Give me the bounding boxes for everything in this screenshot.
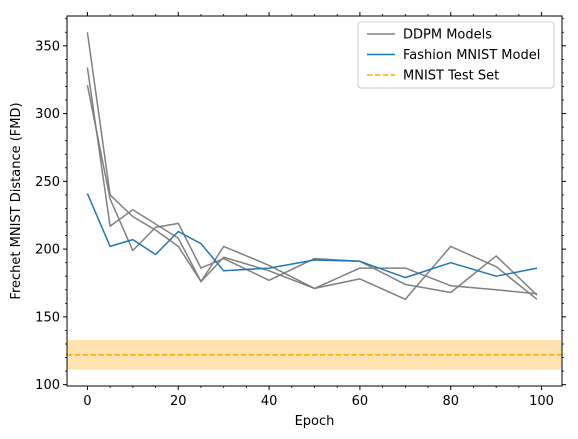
x-axis-title: Epoch [295,414,335,429]
y-tick-label: 250 [35,175,60,190]
ddpm-series-line-1 [86,67,538,301]
legend-box [357,21,555,89]
x-tick-label: 60 [352,394,369,409]
y-tick-label: 200 [35,243,60,258]
ddpm-series-line-2 [86,84,538,296]
legend: DDPM Models Fashion MNIST Model MNIST Test… [357,21,555,89]
x-tick-label: 80 [442,394,459,409]
ddpm-series-line-0 [86,32,538,295]
legend-label-1: Fashion MNIST Model [403,48,540,63]
legend-label-0: DDPM Models [403,28,492,43]
x-tick-label: 0 [83,394,91,409]
legend-label-2: MNIST Test Set [403,69,499,84]
y-tick-label: 150 [35,310,60,325]
y-tick-label: 100 [35,378,60,393]
y-tick-label: 350 [35,39,60,54]
x-tick-label: 20 [170,394,187,409]
y-axis-title: Frechet MNIST Distance (FMD) [9,102,24,299]
x-tick-label: 100 [529,394,554,409]
plot-area [67,32,562,370]
fashion-mnist-series-line-3 [86,193,538,279]
axis-ticks: 0 20 40 60 80 100 100 150 200 250 300 350 [35,12,566,409]
y-tick-label: 300 [35,107,60,122]
x-tick-label: 40 [261,394,278,409]
